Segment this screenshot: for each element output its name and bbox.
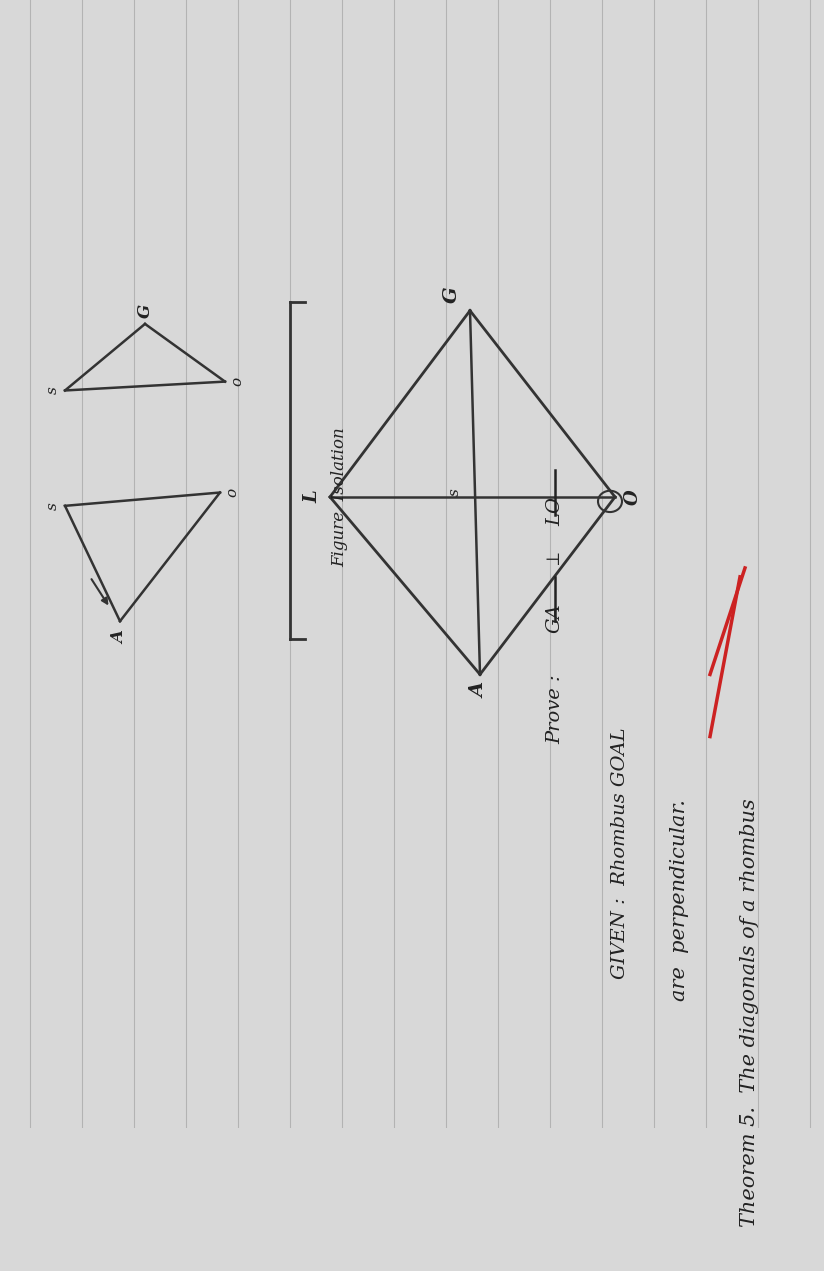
Text: $\perp$: $\perp$ [546,550,564,568]
Text: LO: LO [546,497,564,526]
Text: GA: GA [546,604,564,633]
Text: are  perpendicular.: are perpendicular. [671,798,690,1000]
Text: G: G [137,304,153,318]
Text: s: s [448,488,462,497]
Text: s: s [46,386,60,394]
Text: GIVEN :  Rhombus GOAL: GIVEN : Rhombus GOAL [611,728,629,980]
Text: Theorem 5.  The diagonals of a rhombus: Theorem 5. The diagonals of a rhombus [741,798,760,1228]
Text: G: G [443,286,461,302]
Text: A: A [111,630,129,643]
Text: A: A [471,683,489,698]
Text: o: o [230,377,244,386]
Text: s: s [46,502,60,510]
Text: o: o [225,488,239,497]
Text: O: O [624,489,642,505]
Text: Figure  Isolation: Figure Isolation [331,427,349,567]
Text: L: L [303,491,321,503]
Text: Prove :: Prove : [546,675,564,744]
